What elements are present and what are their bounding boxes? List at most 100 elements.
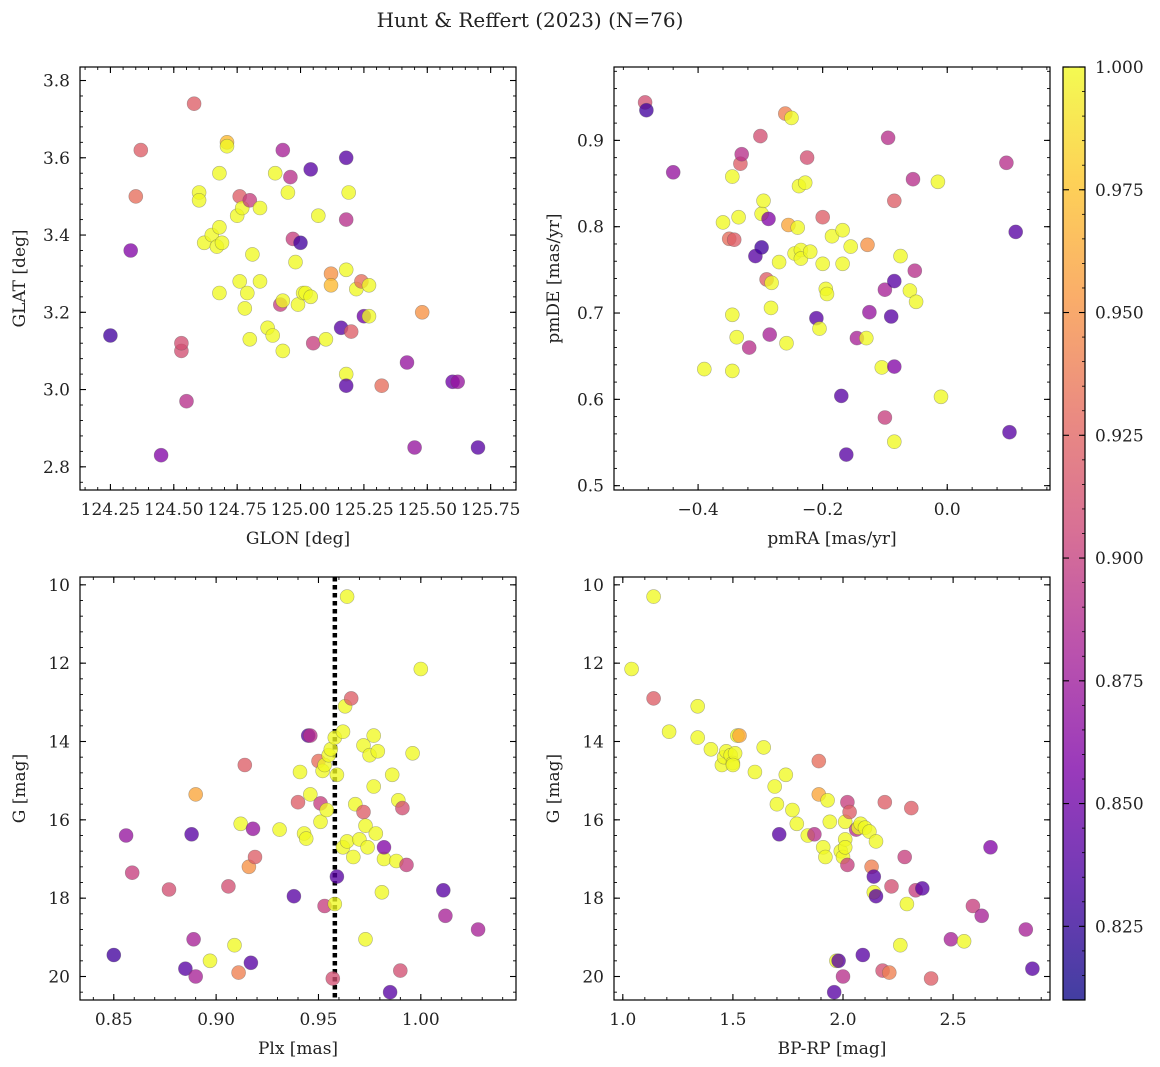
data-point <box>1025 961 1040 977</box>
colorbar: 0.825 0.850 0.875 0.900 0.925 0.950 0.975 1.000 <box>1062 58 1144 1001</box>
y-tick-label: 16 <box>48 811 70 831</box>
x-tick-label: 0.85 <box>95 1010 133 1030</box>
data-point <box>868 888 884 904</box>
data-point <box>818 849 833 865</box>
data-point <box>202 953 218 969</box>
data-point <box>837 839 853 855</box>
y-tick-label: 18 <box>48 889 70 909</box>
data-point <box>734 146 750 162</box>
data-point <box>729 329 745 345</box>
data-point <box>247 849 263 865</box>
data-point <box>914 881 930 896</box>
data-point <box>319 802 335 818</box>
data-point <box>392 963 408 978</box>
data-point <box>313 814 328 830</box>
data-point <box>790 220 806 235</box>
data-point <box>860 237 875 253</box>
data-point <box>214 235 230 251</box>
x-tick-label: −0.4 <box>677 500 718 520</box>
x-tick-label: 124.50 <box>144 500 203 520</box>
data-point <box>897 849 913 865</box>
data-point <box>335 724 351 740</box>
y-tick-label: 10 <box>582 576 604 596</box>
data-point <box>283 169 298 185</box>
data-point <box>886 193 902 209</box>
data-point <box>327 896 343 912</box>
y-tick-label: 3.2 <box>43 303 70 323</box>
data-point <box>106 947 122 963</box>
data-point <box>762 327 778 342</box>
data-point <box>382 984 398 1000</box>
data-point <box>343 691 359 706</box>
y-axis-label: pmDE [mas/yr] <box>544 213 564 343</box>
data-point <box>267 165 283 181</box>
data-point <box>789 816 805 832</box>
data-point <box>724 363 740 379</box>
data-point <box>868 834 884 849</box>
data-point <box>930 174 946 190</box>
data-point <box>843 239 859 254</box>
data-point <box>212 285 227 301</box>
data-point <box>933 389 949 405</box>
data-point <box>399 857 414 873</box>
colorbar-tick-label: 0.825 <box>1095 917 1144 937</box>
data-point <box>275 293 291 309</box>
data-point <box>905 171 921 187</box>
x-tick-label: 2.5 <box>940 1010 967 1030</box>
data-point <box>899 896 915 912</box>
data-point <box>286 888 302 904</box>
data-point <box>902 283 918 298</box>
data-point <box>974 908 990 924</box>
data-point <box>893 248 908 264</box>
x-tick-label: −0.2 <box>802 500 843 520</box>
data-point <box>252 274 268 289</box>
data-point <box>399 355 415 370</box>
data-point <box>343 324 359 339</box>
data-point <box>305 335 321 351</box>
data-point <box>227 937 242 953</box>
data-point <box>245 821 261 837</box>
data-point <box>345 849 361 865</box>
data-point <box>880 130 896 146</box>
data-point <box>219 138 235 154</box>
data-point <box>242 331 258 347</box>
data-point <box>329 869 345 884</box>
data-point <box>232 274 247 289</box>
y-tick-label: 3.4 <box>43 226 70 246</box>
data-point <box>835 256 850 272</box>
data-point <box>886 273 902 289</box>
data-point <box>835 969 851 984</box>
data-point <box>356 804 371 820</box>
data-point <box>275 343 291 359</box>
y-tick-label: 0.9 <box>577 131 604 151</box>
data-point <box>763 300 779 316</box>
data-point <box>361 308 377 324</box>
y-tick-label: 3.8 <box>43 72 70 92</box>
points-plx-g <box>106 589 486 1000</box>
scatter-panel-plx-g: 0.85 0.90 0.95 1.00 10 12 14 16 18 20 Plx [mas] G [… <box>10 576 517 1059</box>
data-point <box>983 839 998 855</box>
data-point <box>310 208 326 223</box>
x-tick-label: 124.25 <box>81 500 140 520</box>
data-point <box>272 822 287 837</box>
colorbar-tick-label: 0.900 <box>1095 549 1144 569</box>
data-point <box>761 211 776 227</box>
data-point <box>275 142 291 158</box>
y-tick-label: 0.7 <box>577 304 604 324</box>
colorbar-tick-label: 0.875 <box>1095 672 1144 692</box>
data-point <box>826 984 842 1000</box>
data-point <box>646 691 661 706</box>
data-point <box>188 787 203 802</box>
data-point <box>414 304 430 320</box>
colorbar-tick-label: 0.975 <box>1095 181 1144 201</box>
colorbar-tick-label: 0.850 <box>1095 795 1144 815</box>
y-tick-label: 10 <box>48 576 70 596</box>
data-point <box>822 814 838 830</box>
data-point <box>624 661 639 677</box>
data-point <box>358 931 373 947</box>
x-tick-label: 1.00 <box>402 1010 440 1030</box>
y-tick-label: 20 <box>582 968 604 988</box>
data-point <box>811 753 827 769</box>
data-point <box>779 335 794 351</box>
